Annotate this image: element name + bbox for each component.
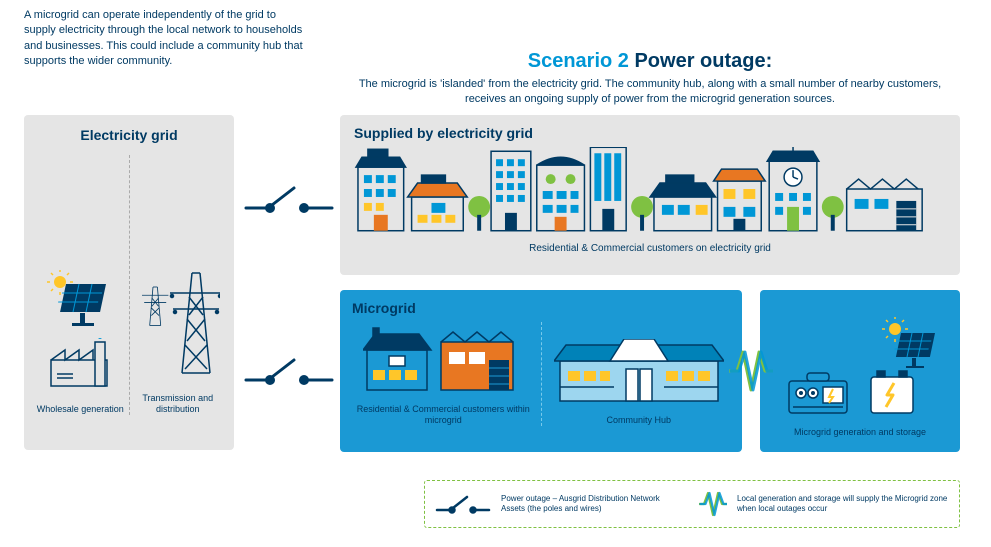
grid-divider: [129, 155, 130, 415]
generation-caption: Microgrid generation and storage: [794, 427, 926, 438]
wholesale-column: Wholesale generation: [36, 155, 125, 415]
switch-to-supplied: [244, 178, 334, 218]
microgrid-residential-col: Residential & Commercial customers withi…: [352, 322, 535, 426]
microgrid-houses-icon: [363, 324, 523, 394]
vw-connector: [729, 348, 773, 394]
pylon-icon: [136, 269, 220, 379]
intro-text: A microgrid can operate independently of…: [24, 8, 304, 70]
legend-switch-icon: [435, 490, 491, 518]
microgrid-residential-caption: Residential & Commercial customers withi…: [352, 404, 535, 427]
microgrid-divider: [541, 322, 542, 426]
supplied-panel: Supplied by electricity grid: [340, 115, 960, 275]
transmission-label: Transmission and distribution: [134, 393, 223, 416]
scenario-desc: The microgrid is 'islanded' from the ele…: [340, 77, 960, 108]
wholesale-art: [36, 270, 125, 390]
supplied-title: Supplied by electricity grid: [354, 125, 946, 141]
community-hub-caption: Community Hub: [606, 415, 671, 426]
factory-icon: [47, 338, 113, 390]
legend-wave-icon: [699, 490, 727, 518]
legend: Power outage – Ausgrid Distribution Netw…: [424, 480, 960, 528]
legend-item-outage: Power outage – Ausgrid Distribution Netw…: [435, 490, 685, 518]
generation-icon: [775, 317, 945, 417]
microgrid-generation-panel: Microgrid generation and storage: [760, 290, 960, 452]
scenario-title: Scenario 2 Power outage:: [340, 50, 960, 73]
legend-outage-text: Power outage – Ausgrid Distribution Netw…: [501, 494, 685, 515]
electricity-grid-panel: Electricity grid: [24, 115, 234, 450]
wholesale-label: Wholesale generation: [37, 404, 124, 415]
microgrid-title: Microgrid: [352, 300, 730, 316]
microgrid-row: Microgrid: [340, 290, 960, 452]
electricity-grid-title: Electricity grid: [36, 127, 222, 143]
city-buildings-icon: [354, 147, 946, 235]
buildings-row: [354, 147, 946, 235]
community-hub-col: Community Hub: [548, 322, 731, 426]
transmission-art: [134, 269, 223, 379]
transmission-column: Transmission and distribution: [134, 155, 223, 415]
legend-local-text: Local generation and storage will supply…: [737, 494, 949, 515]
microgrid-panel: Microgrid: [340, 290, 742, 452]
community-hub-icon: [554, 339, 724, 405]
legend-item-local: Local generation and storage will supply…: [699, 490, 949, 518]
supplied-caption: Residential & Commercial customers on el…: [354, 243, 946, 254]
scenario-header: Scenario 2 Power outage: The microgrid i…: [340, 50, 960, 108]
solar-panel-icon: [44, 270, 116, 328]
scenario-label: Scenario 2: [528, 50, 629, 72]
switch-to-microgrid: [244, 350, 334, 390]
scenario-title-text: Power outage:: [634, 50, 772, 72]
